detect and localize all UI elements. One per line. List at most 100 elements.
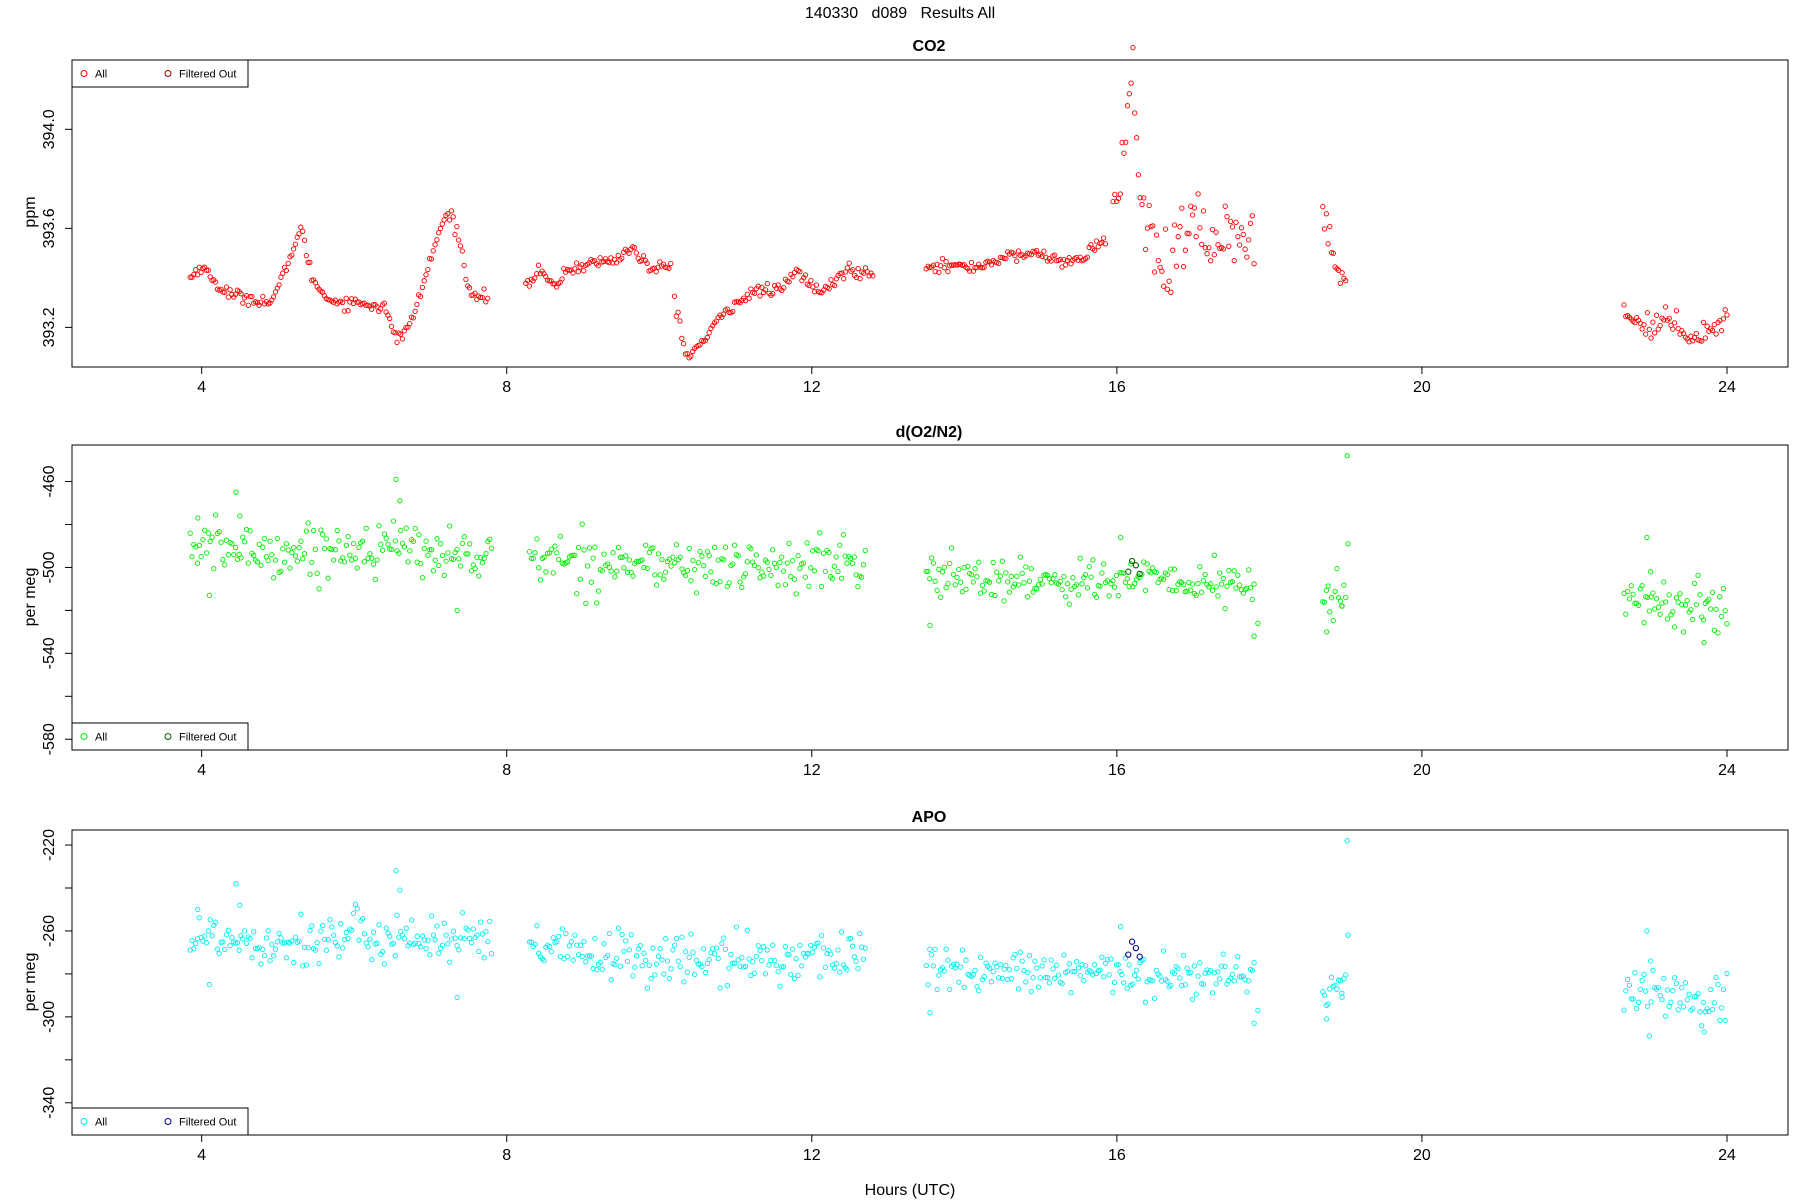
data-point bbox=[828, 277, 834, 283]
data-point bbox=[1132, 110, 1138, 116]
data-point bbox=[675, 309, 681, 315]
data-point bbox=[1345, 541, 1351, 547]
data-point bbox=[860, 956, 867, 962]
data-point bbox=[1197, 225, 1203, 231]
data-point bbox=[341, 308, 348, 314]
data-point bbox=[786, 279, 792, 285]
data-point bbox=[481, 555, 487, 561]
data-point bbox=[1191, 205, 1198, 211]
data-point bbox=[454, 223, 460, 230]
data-point bbox=[1072, 968, 1078, 975]
data-point bbox=[1166, 586, 1172, 593]
data-point bbox=[278, 568, 284, 574]
data-point bbox=[1151, 995, 1158, 1002]
data-point bbox=[345, 533, 351, 540]
data-point bbox=[1648, 569, 1654, 575]
data-point bbox=[1160, 576, 1167, 583]
data-point bbox=[766, 962, 772, 968]
data-point bbox=[1690, 616, 1696, 623]
data-point bbox=[652, 972, 658, 978]
data-point bbox=[1662, 599, 1669, 605]
data-point bbox=[934, 986, 940, 993]
data-point bbox=[1229, 971, 1236, 978]
data-point bbox=[389, 546, 395, 553]
data-point bbox=[820, 550, 827, 556]
data-point bbox=[1628, 996, 1634, 1002]
data-point bbox=[599, 966, 605, 972]
data-point bbox=[789, 557, 796, 564]
data-point bbox=[1699, 1023, 1705, 1029]
legend-marker bbox=[80, 1118, 88, 1125]
data-point bbox=[1621, 302, 1627, 308]
data-point bbox=[537, 577, 544, 583]
data-point bbox=[590, 965, 596, 972]
data-point bbox=[586, 545, 593, 551]
data-point bbox=[1001, 598, 1007, 604]
data-point bbox=[470, 926, 476, 932]
data-point bbox=[488, 951, 495, 957]
co2-panel: CO2 ppm 4 8 12 16 20 24 393.2 393.6 394.0 All Filt… bbox=[22, 38, 1789, 396]
data-point bbox=[1684, 997, 1690, 1003]
data-point bbox=[1171, 970, 1178, 977]
data-point bbox=[1682, 602, 1689, 608]
data-point bbox=[1680, 1004, 1687, 1010]
data-point bbox=[225, 294, 231, 300]
data-point bbox=[1142, 999, 1149, 1005]
data-point bbox=[1066, 961, 1072, 967]
data-point bbox=[459, 248, 465, 254]
plot-frame bbox=[71, 59, 1789, 368]
data-point bbox=[936, 269, 942, 275]
data-point bbox=[260, 293, 266, 300]
data-point bbox=[644, 260, 650, 266]
data-point bbox=[1023, 979, 1029, 985]
data-point bbox=[981, 264, 987, 270]
data-point bbox=[1084, 254, 1090, 260]
data-point bbox=[811, 568, 818, 574]
data-point bbox=[1102, 241, 1109, 247]
data-point bbox=[1064, 581, 1071, 587]
data-point bbox=[610, 550, 616, 556]
data-point bbox=[191, 945, 197, 952]
data-point bbox=[1189, 996, 1196, 1003]
data-point bbox=[1686, 339, 1692, 345]
data-point bbox=[808, 565, 814, 571]
data-point bbox=[1709, 589, 1716, 595]
data-point bbox=[858, 944, 865, 950]
data-point bbox=[628, 932, 634, 938]
data-point bbox=[1048, 957, 1054, 963]
data-point bbox=[1693, 601, 1699, 608]
series-filtered-points bbox=[1125, 938, 1143, 960]
data-point bbox=[1008, 573, 1014, 580]
data-point bbox=[981, 588, 987, 594]
y-tick-label: -260 bbox=[41, 915, 58, 947]
data-point bbox=[267, 538, 273, 544]
data-point bbox=[684, 350, 690, 357]
data-point bbox=[541, 958, 547, 964]
data-point bbox=[316, 586, 322, 592]
data-point bbox=[1003, 570, 1009, 576]
data-point bbox=[543, 569, 549, 575]
y-tick-label: 394.0 bbox=[41, 109, 58, 149]
data-point bbox=[968, 572, 975, 578]
data-point bbox=[1708, 606, 1714, 612]
data-point bbox=[536, 565, 542, 571]
data-point bbox=[356, 544, 362, 551]
data-point bbox=[285, 260, 291, 267]
x-tick-label: 24 bbox=[1718, 379, 1736, 396]
data-point bbox=[726, 580, 732, 586]
data-point bbox=[338, 921, 344, 927]
data-point bbox=[613, 260, 620, 266]
data-point bbox=[1628, 583, 1634, 589]
data-point bbox=[350, 540, 357, 547]
data-point bbox=[608, 568, 614, 574]
data-point bbox=[717, 578, 723, 585]
data-point bbox=[385, 541, 391, 547]
data-point bbox=[1086, 563, 1092, 570]
data-point bbox=[1345, 932, 1351, 938]
data-point bbox=[809, 949, 816, 955]
x-tick-label: 20 bbox=[1413, 762, 1431, 779]
data-point bbox=[927, 1009, 933, 1016]
data-point bbox=[1682, 980, 1689, 986]
data-point bbox=[1255, 620, 1261, 626]
data-point bbox=[1670, 326, 1676, 332]
